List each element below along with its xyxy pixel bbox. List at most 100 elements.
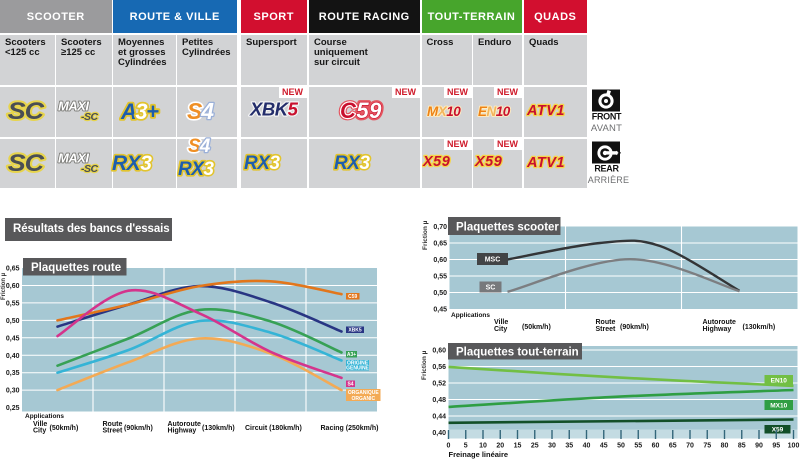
svg-text:Freinage linéaire: Freinage linéaire bbox=[449, 450, 509, 459]
svg-text:(90km/h): (90km/h) bbox=[620, 324, 649, 331]
svg-text:20: 20 bbox=[496, 443, 504, 450]
svg-text:85: 85 bbox=[738, 443, 746, 450]
svg-text:0,48: 0,48 bbox=[432, 397, 446, 404]
svg-text:0,65: 0,65 bbox=[6, 266, 20, 273]
svg-text:0,52: 0,52 bbox=[432, 381, 446, 388]
svg-text:ORGANIC: ORGANIC bbox=[351, 396, 375, 402]
svg-text:70: 70 bbox=[686, 443, 694, 450]
svg-text:0,60: 0,60 bbox=[432, 348, 446, 355]
svg-text:0,65: 0,65 bbox=[433, 241, 447, 248]
svg-text:0,50: 0,50 bbox=[6, 318, 20, 325]
svg-text:15: 15 bbox=[514, 443, 522, 450]
svg-text:MAXI: MAXI bbox=[58, 152, 89, 166]
svg-text:AVANT: AVANT bbox=[591, 123, 622, 134]
svg-text:90: 90 bbox=[755, 443, 763, 450]
svg-text:80: 80 bbox=[721, 443, 729, 450]
svg-text:Highway: Highway bbox=[168, 428, 197, 435]
svg-text:MAXI: MAXI bbox=[58, 100, 89, 114]
svg-text:ARRIÈRE: ARRIÈRE bbox=[588, 175, 629, 185]
svg-text:Highway: Highway bbox=[703, 326, 732, 333]
svg-text:-SC: -SC bbox=[81, 163, 99, 174]
svg-text:Street: Street bbox=[596, 326, 617, 333]
svg-text:4: 4 bbox=[200, 98, 214, 124]
svg-text:5: 5 bbox=[464, 443, 468, 450]
svg-text:Friction µ: Friction µ bbox=[422, 220, 429, 250]
svg-text:EN10: EN10 bbox=[478, 104, 511, 119]
svg-text:0,30: 0,30 bbox=[6, 388, 20, 395]
svg-text:35: 35 bbox=[565, 443, 573, 450]
svg-text:ORIGINE: ORIGINE bbox=[347, 360, 369, 366]
svg-text:(50km/h): (50km/h) bbox=[522, 324, 551, 331]
svg-text:Friction µ: Friction µ bbox=[421, 350, 428, 380]
svg-text:Ville: Ville bbox=[33, 421, 47, 428]
svg-text:(50km/h): (50km/h) bbox=[50, 425, 79, 432]
svg-text:4: 4 bbox=[199, 136, 211, 157]
svg-text:0,70: 0,70 bbox=[433, 224, 447, 231]
svg-text:(130km/h): (130km/h) bbox=[743, 324, 776, 331]
svg-text:A3+: A3+ bbox=[120, 99, 159, 124]
svg-text:10: 10 bbox=[479, 443, 487, 450]
svg-text:RX3: RX3 bbox=[244, 153, 280, 174]
svg-text:0,40: 0,40 bbox=[432, 430, 446, 437]
svg-text:C59: C59 bbox=[340, 99, 382, 123]
svg-text:Applications: Applications bbox=[451, 312, 490, 319]
svg-text:GENUINE: GENUINE bbox=[346, 366, 369, 372]
svg-text:50: 50 bbox=[617, 443, 625, 450]
svg-text:Plaquettes scooter: Plaquettes scooter bbox=[456, 222, 559, 234]
svg-text:ATV1: ATV1 bbox=[526, 103, 565, 119]
svg-text:0,60: 0,60 bbox=[6, 283, 20, 290]
svg-text:ORGANIQUE: ORGANIQUE bbox=[348, 390, 380, 396]
svg-text:Plaquettes tout-terrain: Plaquettes tout-terrain bbox=[456, 347, 579, 359]
svg-text:0,55: 0,55 bbox=[433, 274, 447, 281]
svg-text:-SC: -SC bbox=[81, 111, 99, 122]
svg-text:0,44: 0,44 bbox=[432, 414, 446, 421]
svg-text:C59: C59 bbox=[340, 99, 382, 123]
svg-text:FRONT: FRONT bbox=[592, 112, 622, 122]
svg-text:Friction µ: Friction µ bbox=[1, 272, 7, 300]
svg-text:45: 45 bbox=[600, 443, 608, 450]
svg-text:MSC: MSC bbox=[485, 257, 501, 264]
svg-text:(130km/h): (130km/h) bbox=[202, 425, 235, 432]
svg-text:X59: X59 bbox=[474, 154, 502, 170]
svg-text:Ville: Ville bbox=[494, 319, 508, 326]
svg-text:SC: SC bbox=[486, 285, 496, 292]
svg-text:95: 95 bbox=[772, 443, 780, 450]
svg-text:MX10: MX10 bbox=[770, 402, 787, 409]
svg-text:REAR: REAR bbox=[594, 164, 619, 174]
svg-text:0,25: 0,25 bbox=[6, 405, 20, 412]
svg-text:Racing (250km/h): Racing (250km/h) bbox=[321, 425, 379, 432]
svg-text:Route: Route bbox=[596, 319, 616, 326]
svg-text:Applications: Applications bbox=[25, 413, 64, 420]
svg-text:Street: Street bbox=[103, 428, 124, 435]
svg-text:0: 0 bbox=[447, 443, 451, 450]
svg-text:SC: SC bbox=[8, 98, 45, 124]
svg-text:MX10: MX10 bbox=[427, 104, 461, 119]
svg-text:ATV1: ATV1 bbox=[526, 155, 565, 171]
svg-text:0,45: 0,45 bbox=[433, 307, 447, 314]
svg-text:100: 100 bbox=[788, 443, 800, 450]
svg-text:0,60: 0,60 bbox=[433, 257, 447, 264]
svg-text:XBK5: XBK5 bbox=[249, 99, 299, 120]
svg-text:(90km/h): (90km/h) bbox=[124, 425, 153, 432]
svg-text:0,45: 0,45 bbox=[6, 335, 20, 342]
svg-text:55: 55 bbox=[634, 443, 642, 450]
svg-text:RX3: RX3 bbox=[334, 153, 370, 174]
svg-text:A3+: A3+ bbox=[347, 352, 356, 358]
svg-text:65: 65 bbox=[669, 443, 677, 450]
svg-text:X59: X59 bbox=[772, 427, 784, 434]
svg-text:C59: C59 bbox=[348, 294, 357, 300]
svg-text:0,35: 0,35 bbox=[6, 370, 20, 377]
svg-text:25: 25 bbox=[531, 443, 539, 450]
svg-text:0,40: 0,40 bbox=[6, 353, 20, 360]
svg-text:S: S bbox=[188, 136, 201, 157]
svg-text:Autoroute: Autoroute bbox=[703, 319, 737, 326]
svg-text:75: 75 bbox=[703, 443, 711, 450]
svg-text:60: 60 bbox=[652, 443, 660, 450]
svg-text:SC: SC bbox=[8, 150, 45, 176]
svg-text:RX3: RX3 bbox=[178, 159, 214, 180]
svg-text:XBK5: XBK5 bbox=[348, 328, 362, 334]
svg-text:S4: S4 bbox=[347, 382, 353, 388]
svg-text:Circuit (180km/h): Circuit (180km/h) bbox=[245, 425, 302, 432]
svg-text:0,56: 0,56 bbox=[432, 364, 446, 371]
svg-text:RX3: RX3 bbox=[112, 152, 152, 175]
